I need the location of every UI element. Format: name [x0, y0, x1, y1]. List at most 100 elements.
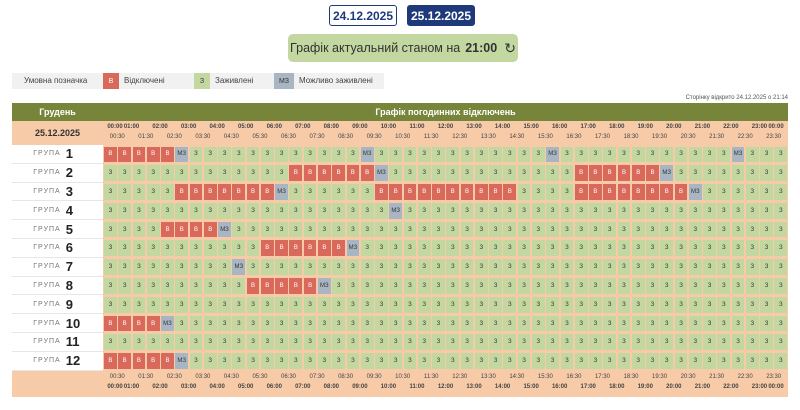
cell-on: З	[517, 202, 531, 219]
cell-on: З	[432, 146, 445, 163]
group-cells: З З З З В В В В МЗ З З З З З З З З З З З З З З З З З З З З З З З З З З З З З З…	[103, 220, 788, 239]
cell-on: З	[560, 221, 574, 238]
cell-on: З	[403, 315, 417, 332]
cell-on: З	[432, 334, 445, 351]
cell-on: З	[560, 353, 574, 370]
cell-on: З	[332, 184, 346, 200]
cell-on: З	[132, 240, 146, 257]
cell-on: З	[275, 259, 288, 276]
group-name: ГРУПА 10	[12, 314, 103, 333]
cell-on: З	[360, 315, 374, 332]
group-name: ГРУПА 4	[12, 201, 103, 221]
cell-on: З	[617, 202, 631, 219]
group-number: 2	[65, 165, 73, 181]
cell-on: З	[417, 353, 431, 370]
cell-on: З	[745, 184, 759, 200]
cell-on: З	[631, 221, 645, 238]
cell-on: З	[132, 334, 146, 351]
cell-on: З	[717, 184, 731, 200]
cell-on: З	[731, 259, 745, 276]
cell-on: З	[118, 278, 132, 294]
cell-off: В	[146, 146, 160, 163]
cell-on: З	[489, 334, 502, 351]
cell-on: З	[617, 221, 631, 238]
cell-on: З	[774, 278, 788, 294]
cell-on: З	[531, 259, 545, 276]
cell-on: З	[104, 202, 117, 219]
cell-on: З	[717, 315, 731, 332]
cell-on: З	[446, 278, 460, 294]
cell-on: З	[517, 315, 531, 332]
cell-on: З	[560, 315, 574, 332]
cell-on: З	[332, 315, 346, 332]
cell-on: З	[346, 259, 360, 276]
cell-on: З	[389, 278, 403, 294]
cell-on: З	[646, 240, 659, 257]
cell-on: З	[517, 240, 531, 257]
cell-on: З	[745, 296, 759, 313]
refresh-icon[interactable]: ↻	[504, 39, 516, 56]
cell-on: З	[232, 221, 246, 238]
cell-on: З	[745, 240, 759, 257]
group-cells: В В В В В МЗ З З З З З З З З З З З З З З З З З З З З З З З З З З З З З З З З З…	[103, 352, 788, 371]
cell-on: З	[474, 221, 488, 238]
hour-label: 17:00	[580, 383, 596, 390]
cell-on: З	[175, 278, 189, 294]
cell-off: В	[275, 240, 288, 257]
hour-label: 05:00	[238, 124, 254, 130]
group-label: ГРУПА	[33, 150, 61, 158]
cell-on: З	[774, 221, 788, 238]
cell-on: З	[760, 353, 773, 370]
cell-on: З	[246, 202, 260, 219]
cell-on: З	[389, 315, 403, 332]
cell-on: З	[774, 184, 788, 200]
page-opened-text: Сторінку відкрито 24.12.2025 о 21:14	[685, 95, 788, 101]
cell-on: З	[546, 184, 559, 200]
cell-on: З	[417, 221, 431, 238]
cell-on: З	[660, 278, 674, 294]
cell-on: З	[432, 259, 445, 276]
group-rows: ГРУПА 1 В В В В В МЗ З З З З З З З З З З З З МЗ З З З З З З З З З З З З М…	[12, 145, 788, 371]
cell-on: З	[745, 259, 759, 276]
group-name: ГРУПА 2	[12, 163, 103, 183]
cell-on: З	[218, 202, 231, 219]
schedule-title: Графік погодинних відключень	[375, 107, 516, 117]
cell-off: В	[289, 278, 303, 294]
cell-on: З	[132, 165, 146, 182]
hour-label: 00:00	[107, 124, 123, 130]
cell-on: З	[189, 202, 203, 219]
group-row: ГРУПА 2 З З З З З З З З З З З З З В В В В В В МЗ З З З З З З З З З З З З З…	[12, 163, 788, 183]
cell-on: З	[260, 202, 274, 219]
cell-on: З	[503, 202, 517, 219]
cell-on: З	[674, 278, 688, 294]
cell-on: З	[360, 240, 374, 257]
cell-on: З	[517, 165, 531, 182]
cell-on: З	[118, 334, 132, 351]
cell-on: З	[346, 353, 360, 370]
half-hour-label: 08:30	[338, 134, 354, 140]
cell-maybe: МЗ	[389, 202, 403, 219]
cell-on: З	[460, 221, 474, 238]
cell-off: В	[118, 146, 132, 163]
date-tab-current[interactable]: 25.12.2025	[407, 5, 475, 26]
group-label: ГРУПА	[33, 206, 61, 214]
cell-on: З	[474, 165, 488, 182]
cell-on: З	[688, 278, 702, 294]
date-tab-prev[interactable]: 24.12.2025	[329, 5, 397, 26]
cell-on: З	[104, 165, 117, 182]
cell-on: З	[175, 315, 189, 332]
cell-off: В	[132, 353, 146, 370]
cell-on: З	[317, 353, 331, 370]
half-hour-label: 03:30	[195, 373, 211, 380]
cell-on: З	[531, 240, 545, 257]
group-row: ГРУПА 9 З З З З З З З З З З З З З З З З З З З З З З З З З З З З З З З З З З…	[12, 295, 788, 315]
cell-on: З	[403, 278, 417, 294]
cell-on: З	[674, 240, 688, 257]
cell-on: З	[731, 221, 745, 238]
cell-on: З	[660, 146, 674, 163]
cell-off: В	[303, 240, 317, 257]
cell-on: З	[574, 296, 588, 313]
cell-on: З	[232, 353, 246, 370]
cell-on: З	[560, 146, 574, 163]
